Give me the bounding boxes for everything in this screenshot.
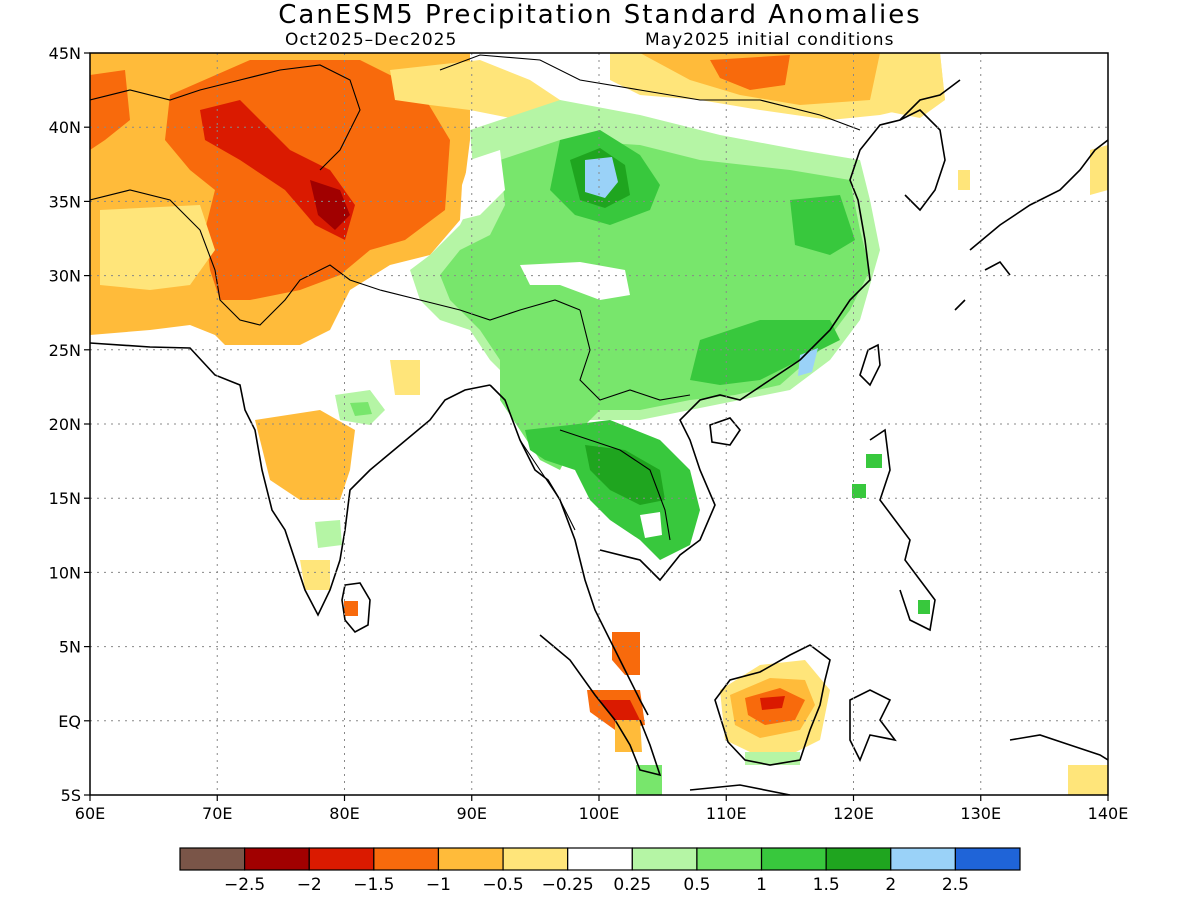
period-label: Oct2025–Dec2025 [285,30,458,50]
anomaly-region-strong-dry-borneo [760,696,785,710]
anomaly-region-dry-mongolia-core [710,55,790,90]
latitude-tick-label: 25N [49,341,81,360]
anomaly-region-weak-dry-sumatra [615,720,642,752]
longitude-tick-label: 90E [457,804,487,823]
latitude-tick-label: 45N [49,44,81,63]
anomaly-region-wet-india-south [315,520,342,548]
colorbar-label: −1.5 [353,875,394,895]
anomaly-region-wet-indochina-inner [585,445,665,505]
coastline-sumatra [539,634,662,777]
colorbar-label: 1.5 [813,875,840,895]
anomaly-region-wet-philippines [852,454,930,614]
coastlines [90,54,1108,795]
country-borders [90,54,861,541]
anomaly-shading [90,53,1108,795]
anomaly-region-neutral-cambodia [640,512,662,538]
colorbar-swatch [890,847,956,871]
anomaly-region-neutral-tibet [520,262,630,300]
colorbar-swatch [437,847,504,871]
longitude-tick-label: 100E [579,804,620,823]
colorbar-swatch [696,847,763,871]
coastline-java [689,784,791,795]
coastline-indochina-east [599,79,961,582]
coastline-japan [954,139,1108,311]
anomaly-region-dry-india [255,410,355,500]
anomaly-region-dry-malay-peninsula [612,632,640,675]
colorbar-label: −0.25 [542,875,594,895]
coastline-korea [899,109,946,212]
longitude-tick-label: 120E [833,804,874,823]
coastline-taiwan [859,343,881,387]
anomaly-region-wet-south-china-core [690,320,840,385]
longitude-tick-label: 60E [75,804,105,823]
latitude-tick-label: 40N [49,118,81,137]
colorbar-label: 0.25 [613,875,651,895]
colorbar-label: −1 [426,875,451,895]
anomaly-region-dry-west-extreme [310,180,350,230]
figure-title: CanESM5 Precipitation Standard Anomalies [278,0,922,30]
coastline-borneo [714,644,831,766]
anomaly-region-very-wet-south-china [798,348,818,376]
coastline-new-guinea [1009,734,1108,761]
anomaly-region-weak-dry-japan [958,145,1108,195]
anomaly-region-wet-east-china-core [790,195,855,255]
anomaly-region-wet-borneo-south [745,752,800,765]
latitude-labels: 45N 40N 35N 30N 25N 20N 15N 10N 5N EQ 5S [49,44,90,805]
colorbar-swatch [502,847,569,871]
colorbar-swatch [760,847,827,871]
longitude-tick-label: 130E [960,804,1001,823]
latitude-tick-label: 10N [49,563,81,582]
latitude-tick-label: 5S [61,786,81,805]
anomaly-region-weak-dry-southwest [100,205,215,290]
longitude-tick-label: 80E [329,804,359,823]
anomaly-region-strong-dry-sumatra [600,700,640,722]
coastline-south-asia [90,342,491,617]
anomaly-region-weak-dry-india [300,360,420,590]
anomaly-region-wet-india-east-core [350,402,372,416]
colorbar-label: 2.5 [942,875,969,895]
anomaly-region-dry-sri-lanka [344,601,358,616]
colorbar-swatch [179,847,246,871]
anomaly-region-very-wet-core [585,157,618,198]
colorbar-swatch [244,847,310,871]
init-conditions-label: May2025 initial conditions [645,30,895,50]
latitude-tick-label: 30N [49,267,81,286]
latitude-tick-label: 20N [49,415,81,434]
colorbar-swatch [308,847,375,871]
colorbar-label: 0.5 [683,875,710,895]
colorbar: −2.5 −2 −1.5 −1 −0.5 −0.25 0.25 0.5 1 1.5 2 2.5 [179,847,1021,895]
colorbar-swatch [631,847,698,871]
coastline-sri-lanka [341,582,371,634]
latitude-tick-label: 35N [49,192,81,211]
coastline-sulawesi [849,689,897,762]
colorbar-label: −0.5 [482,875,523,895]
graticule [90,53,1108,795]
latitude-tick-label: EQ [58,712,81,731]
colorbar-swatch [373,847,440,871]
colorbar-label: −2.5 [224,875,265,895]
longitude-tick-label: 110E [706,804,747,823]
coastline-hainan [709,417,741,446]
anomaly-region-weak-dry-korea [880,53,945,118]
longitude-tick-label: 140E [1088,804,1129,823]
latitude-tick-label: 5N [59,638,81,657]
anomaly-region-wet-sumatra [636,765,662,795]
colorbar-label: −2 [297,875,322,895]
longitude-labels: 60E 70E 80E 90E 100E 110E 120E 130E 140E [75,795,1129,823]
colorbar-swatch [567,847,633,871]
latitude-tick-label: 15N [49,489,81,508]
coastline-philippines [869,428,936,632]
colorbar-label: 2 [885,875,896,895]
colorbar-swatch [825,847,892,871]
anomaly-region-wet-china [440,140,870,470]
colorbar-swatch [954,847,1021,871]
anomaly-region-neutral-himalaya [460,150,505,220]
colorbar-label: 1 [756,875,767,895]
anomaly-region-weak-dry-far-southeast [1068,765,1108,795]
longitude-tick-label: 70E [202,804,232,823]
